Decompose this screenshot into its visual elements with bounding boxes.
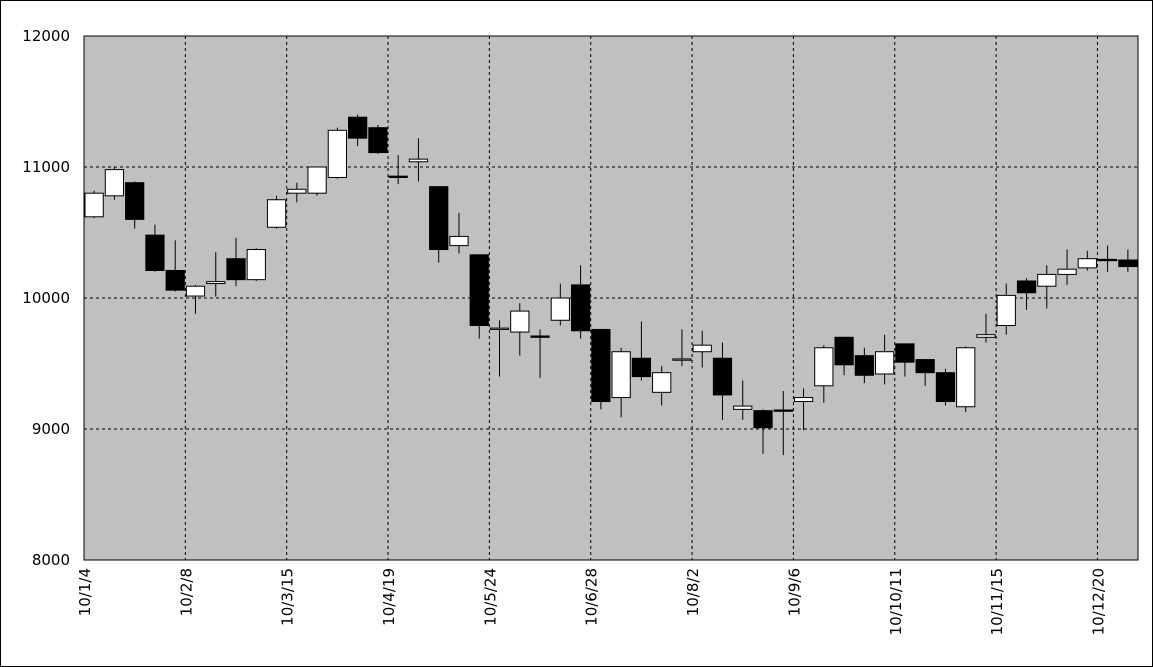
candle-body xyxy=(510,310,530,333)
candle-body xyxy=(125,182,145,220)
candle-body xyxy=(591,328,611,402)
candle-body xyxy=(489,327,510,330)
candle-body xyxy=(652,372,672,393)
y-tick-label: 11000 xyxy=(22,158,70,176)
y-tick-label: 8000 xyxy=(32,551,70,569)
candle-body xyxy=(834,336,854,366)
candle-body xyxy=(631,357,652,378)
candle-body xyxy=(570,284,591,332)
x-tick-label: 10/4/19 xyxy=(380,568,398,626)
candle-body xyxy=(1118,259,1138,268)
candle-body xyxy=(388,175,408,178)
candle-body xyxy=(773,409,793,412)
y-tick-label: 12000 xyxy=(22,27,70,45)
candle-body xyxy=(1097,258,1118,262)
candle-body xyxy=(145,234,165,271)
candle-body xyxy=(692,344,712,353)
candle-body xyxy=(469,254,489,327)
candle-body xyxy=(226,258,246,281)
candle-body xyxy=(712,357,733,396)
candle-body xyxy=(165,269,185,291)
candle-body xyxy=(84,192,104,218)
candle-body xyxy=(104,169,125,197)
candle-body xyxy=(1037,273,1057,287)
candle-body xyxy=(368,127,388,154)
candle-body xyxy=(814,347,834,387)
candle-body xyxy=(206,281,226,285)
x-tick-label: 10/3/15 xyxy=(279,568,297,626)
candle-body xyxy=(246,249,266,281)
candle-body xyxy=(976,334,996,338)
x-tick-label: 10/5/24 xyxy=(481,568,499,626)
candle-body xyxy=(1077,258,1097,269)
candle-body xyxy=(875,351,895,375)
candle-body xyxy=(408,158,429,163)
x-tick-label: 10/11/15 xyxy=(988,568,1006,635)
candle-body xyxy=(915,359,935,374)
x-tick-label: 10/10/11 xyxy=(887,568,905,635)
candle-body xyxy=(1016,280,1037,294)
candle-body xyxy=(793,397,814,402)
candle-body xyxy=(266,199,287,228)
candle-body xyxy=(348,116,368,139)
y-tick-label: 10000 xyxy=(22,289,70,307)
x-tick-label: 10/6/28 xyxy=(583,568,601,626)
candle-body xyxy=(307,166,327,194)
x-tick-label: 10/12/20 xyxy=(1089,568,1107,635)
candle-body xyxy=(854,355,874,376)
y-tick-label: 9000 xyxy=(32,420,70,438)
candle-body xyxy=(429,186,449,251)
candle-body xyxy=(287,188,307,194)
x-tick-label: 10/1/4 xyxy=(76,568,94,616)
plot-border xyxy=(83,35,1139,561)
candle-body xyxy=(956,347,976,408)
candle-body xyxy=(935,372,956,402)
candle-body xyxy=(753,410,773,429)
x-tick-label: 10/2/8 xyxy=(177,568,195,616)
candle-body xyxy=(530,335,550,338)
x-tick-label: 10/9/6 xyxy=(785,568,803,616)
candle-body xyxy=(733,405,753,410)
candle-body xyxy=(895,343,915,363)
candle-body xyxy=(185,285,206,297)
candle-body xyxy=(550,297,570,321)
candle-body xyxy=(672,358,692,361)
candle-body xyxy=(611,351,631,399)
candle-body xyxy=(1057,268,1077,275)
candle-body xyxy=(449,235,469,247)
candle-body xyxy=(996,294,1016,327)
candle-body xyxy=(327,129,347,178)
x-tick-label: 10/8/2 xyxy=(684,568,702,616)
